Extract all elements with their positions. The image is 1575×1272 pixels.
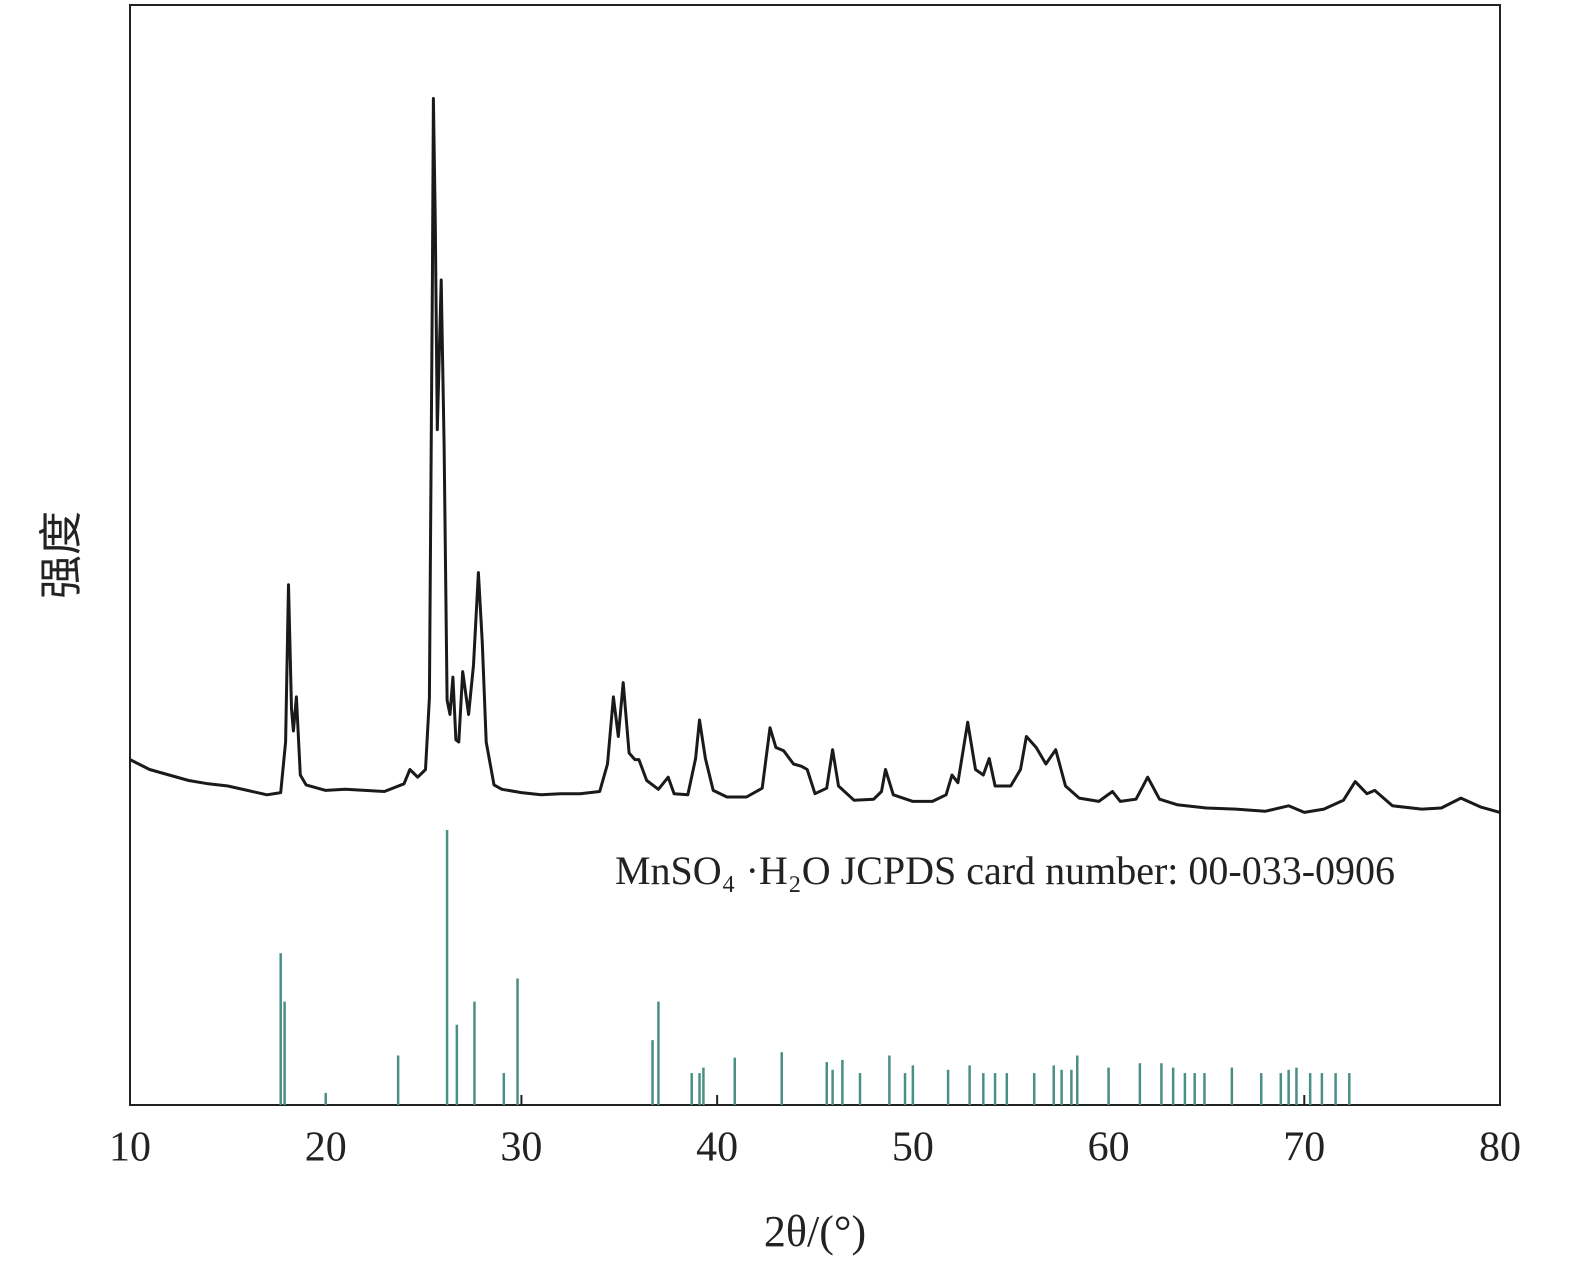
x-tick-label: 30 [500,1125,542,1171]
x-tick-label: 80 [1479,1125,1521,1171]
x-tick-label: 60 [1088,1125,1130,1171]
x-tick-label: 40 [696,1125,738,1171]
x-axis-label: 2θ/(°) [764,1207,866,1256]
x-tick-label: 50 [892,1125,934,1171]
xrd-curve [129,97,1501,814]
x-tick-label: 10 [109,1125,151,1171]
annotation: MnSO₄ ·H₂O JCPDS card number: 00-033-090… [615,848,1395,893]
y-axis-label: 强度 [37,511,86,599]
x-tick-label: 20 [305,1125,347,1171]
x-tick-label: 70 [1283,1125,1325,1171]
plot-frame [129,4,1501,1106]
